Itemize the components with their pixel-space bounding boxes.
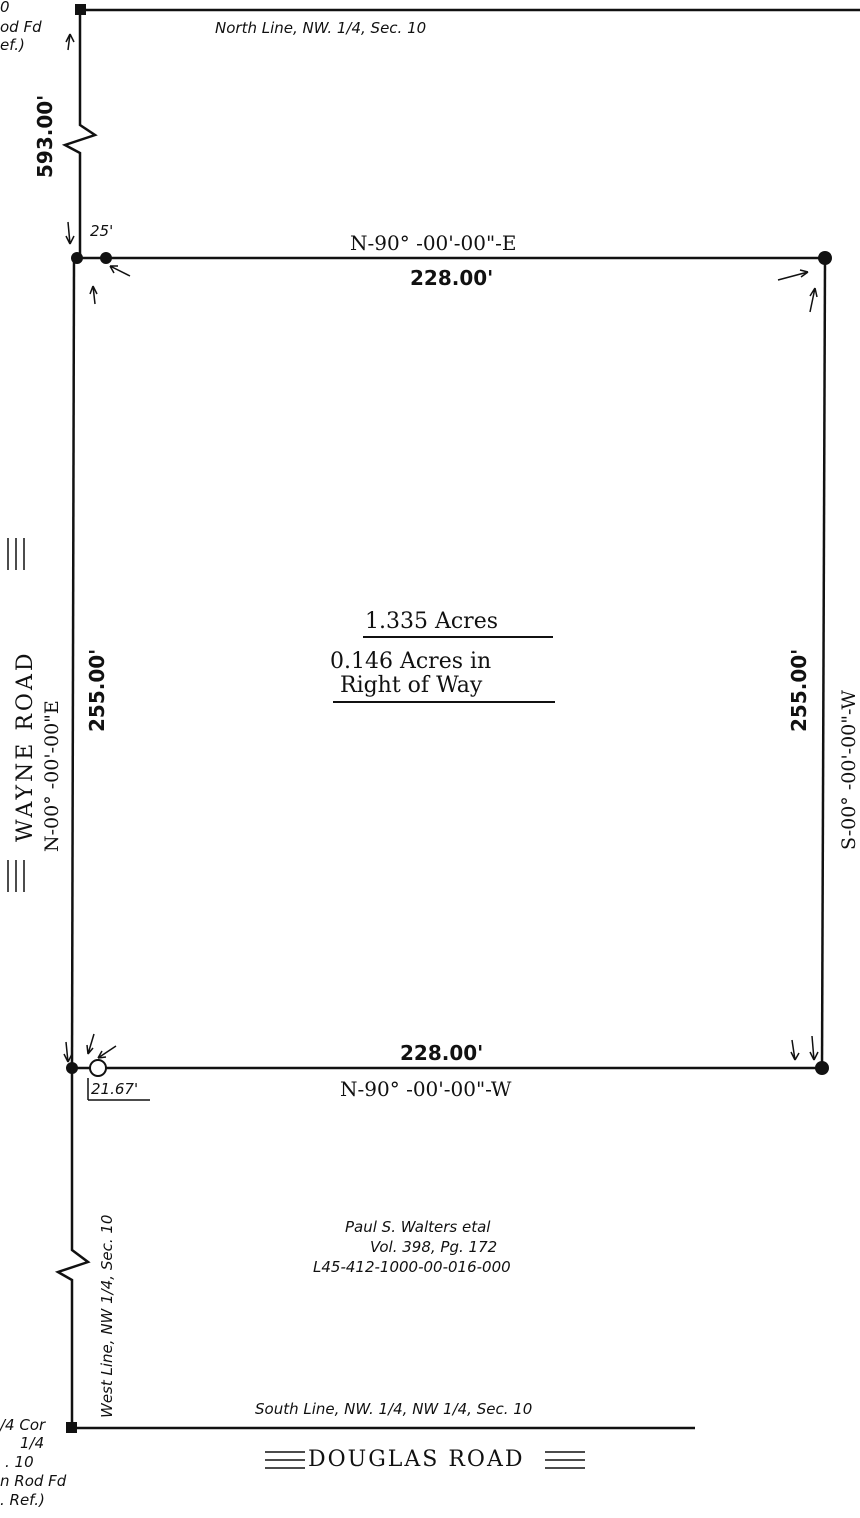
road-west-label: WAYNE ROAD — [7, 538, 38, 892]
road-south-label: DOUGLAS ROAD — [265, 1447, 585, 1472]
svg-text:n Rod Fd: n Rod Fd — [0, 1472, 67, 1490]
svg-text:0: 0 — [0, 0, 10, 16]
owner-parcel: L45-412-1000-00-016-000 — [313, 1258, 511, 1276]
owner-vol: Vol. 398, Pg. 172 — [370, 1238, 497, 1256]
bottom-left-note: /4 Cor 1/4 . 10 n Rod Fd . Ref.) — [0, 1416, 67, 1509]
arrow-up-icon — [65, 33, 75, 51]
svg-text:ef.): ef.) — [0, 36, 25, 54]
offset-top-dimension: 593.00' — [33, 95, 57, 178]
offset-25-label: 25' — [90, 222, 113, 240]
area-row-line2: Right of Way — [340, 673, 483, 698]
nw-corner-point — [71, 252, 83, 264]
svg-text:od Fd: od Fd — [0, 18, 42, 36]
svg-text:1/4: 1/4 — [20, 1434, 44, 1452]
nw-row-point — [100, 252, 112, 264]
parcel-west-line — [70, 257, 76, 1069]
svg-text:. 10: . 10 — [5, 1453, 34, 1471]
arrow-se-1-icon — [790, 1039, 800, 1061]
north-corner-marker — [75, 4, 86, 15]
south-bearing: N-90° -00'-00"-W — [340, 1077, 512, 1101]
svg-text:WAYNE ROAD: WAYNE ROAD — [13, 651, 38, 842]
arrow-sw-3-icon — [97, 1045, 117, 1059]
svg-text:DOUGLAS ROAD: DOUGLAS ROAD — [308, 1447, 524, 1472]
arrow-down-icon — [65, 221, 75, 245]
arrow-ne-1-icon — [777, 269, 809, 281]
arrow-sw-1-icon — [63, 1041, 73, 1063]
west-ref-line-top — [61, 10, 98, 258]
west-line-label: West Line, NW 1/4, Sec. 10 — [98, 1215, 116, 1418]
se-corner-point — [815, 1061, 829, 1075]
north-line-label: North Line, NW. 1/4, Sec. 10 — [215, 19, 426, 37]
east-bearing: S-00° -00'-00"-W — [838, 690, 860, 850]
arrow-se-2-icon — [809, 1035, 819, 1061]
sw-row-point-open — [89, 1059, 107, 1077]
north-bearing: N-90° -00'-00"-E — [350, 231, 517, 255]
arrow-sw-2-icon — [86, 1033, 95, 1055]
west-ref-line-bottom — [54, 1068, 91, 1430]
south-line-label: South Line, NW. 1/4, NW 1/4, Sec. 10 — [255, 1400, 532, 1418]
ne-corner-point — [818, 251, 832, 265]
offset-2167-label: 21.67' — [91, 1080, 138, 1098]
east-distance: 255.00' — [787, 649, 811, 732]
south-distance: 228.00' — [400, 1041, 483, 1065]
parcel-east-line — [820, 257, 827, 1069]
west-distance: 255.00' — [85, 649, 109, 732]
west-bearing: N-00° -00'-00"E — [41, 700, 63, 852]
arrow-ne-2-icon — [809, 287, 818, 313]
north-distance: 228.00' — [410, 266, 493, 290]
area-row-line1: 0.146 Acres in — [330, 649, 491, 674]
arrow-nw-2-icon — [89, 285, 98, 305]
owner-name: Paul S. Walters etal — [345, 1218, 491, 1236]
svg-text:/4 Cor: /4 Cor — [0, 1416, 46, 1434]
svg-text:. Ref.): . Ref.) — [0, 1491, 45, 1509]
area-main: 1.335 Acres — [365, 609, 498, 634]
top-left-note: 0 od Fd ef.) — [0, 0, 42, 54]
arrow-nw-1-icon — [109, 265, 131, 277]
south-corner-marker — [66, 1422, 77, 1433]
